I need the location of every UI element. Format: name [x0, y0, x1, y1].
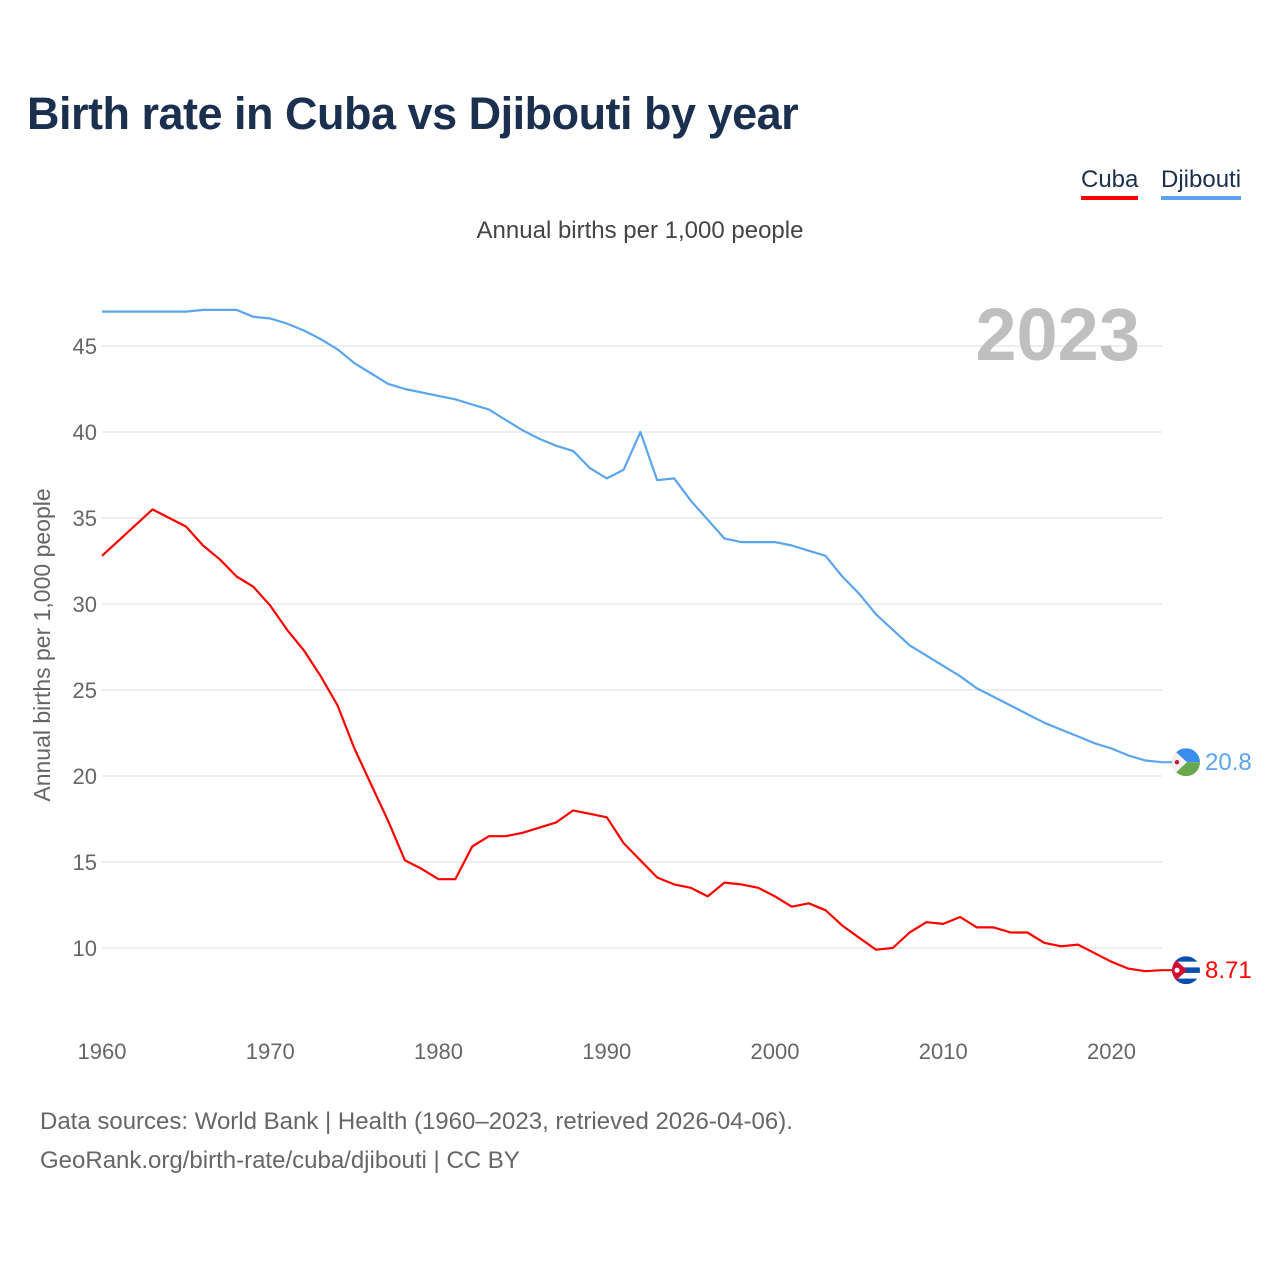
- y-tick-label: 10: [73, 936, 97, 961]
- y-tick-label: 35: [73, 506, 97, 531]
- x-tick-label: 2000: [751, 1039, 800, 1064]
- x-tick-label: 1970: [246, 1039, 295, 1064]
- y-tick-label: 45: [73, 334, 97, 359]
- flag-body: [1172, 956, 1200, 985]
- x-tick-label: 1990: [582, 1039, 631, 1064]
- y-tick-label: 40: [73, 420, 97, 445]
- flag-stripe: [1172, 972, 1200, 979]
- flag-stripe: [1172, 961, 1200, 968]
- legend-item-djibouti[interactable]: Djibouti: [1161, 166, 1242, 200]
- series-line-djibouti: [102, 308, 1163, 764]
- y-tick-label: 20: [73, 764, 97, 789]
- x-tick-label: 2020: [1087, 1039, 1136, 1064]
- end-value-label-djibouti: 20.8: [1205, 749, 1252, 776]
- flag-star: [1174, 967, 1180, 973]
- chart-subtitle: Annual births per 1,000 people: [476, 217, 804, 244]
- cuba-flag-icon: [1172, 956, 1200, 985]
- footer-sources: Data sources: World Bank | Health (1960–…: [40, 1108, 793, 1135]
- series-line-cuba: [101, 508, 1163, 973]
- x-tick-label: 1980: [414, 1039, 463, 1064]
- y-tick-label: 30: [73, 592, 97, 617]
- end-value-label-cuba: 8.71: [1205, 957, 1252, 984]
- y-tick-label: 15: [73, 850, 97, 875]
- flag-body: [1172, 748, 1200, 777]
- flag-triangle: [1172, 748, 1187, 777]
- legend-item-cuba[interactable]: Cuba: [1081, 166, 1139, 200]
- y-tick-label: 25: [73, 678, 97, 703]
- x-tick-label: 1960: [78, 1039, 127, 1064]
- x-tick-label: 2010: [919, 1039, 968, 1064]
- flag-stripe: [1172, 956, 1200, 962]
- y-axis-label: Annual births per 1,000 people: [29, 488, 55, 801]
- chart-title: Birth rate in Cuba vs Djibouti by year: [27, 88, 799, 139]
- flag-stripe: [1172, 978, 1200, 985]
- djibouti-flag-icon: [1172, 748, 1200, 777]
- year-watermark: 2023: [975, 293, 1140, 376]
- footer-credit[interactable]: GeoRank.org/birth-rate/cuba/djibouti | C…: [40, 1147, 520, 1174]
- flag-star: [1174, 760, 1180, 765]
